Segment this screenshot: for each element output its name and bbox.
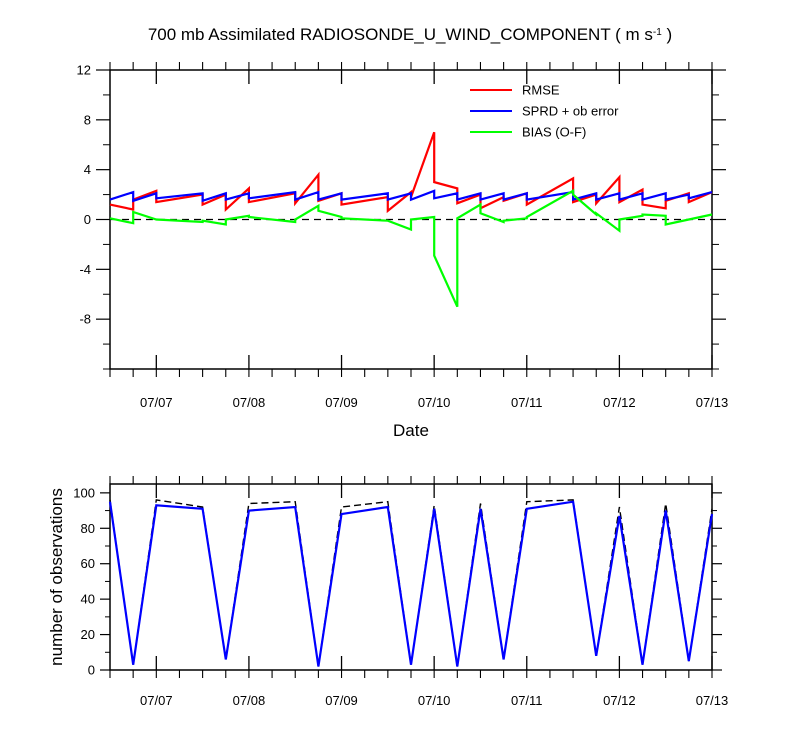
chart-title-sup: -1 <box>653 27 662 38</box>
series-line-1 <box>108 500 714 667</box>
x-tick-label: 07/10 <box>418 395 451 410</box>
y-tick-label: 100 <box>73 485 95 500</box>
series-line-1 <box>109 189 713 203</box>
y-tick-label: 0 <box>88 663 95 678</box>
x-tick-label: 07/10 <box>418 693 451 708</box>
y-tick-label: 60 <box>81 556 95 571</box>
x-axis-title: Date <box>393 421 429 440</box>
series-line-2 <box>109 188 713 308</box>
x-tick-label: 07/12 <box>603 395 636 410</box>
y-tick-label: 80 <box>81 521 95 536</box>
y-tick-label: 8 <box>84 112 91 127</box>
x-tick-label: 07/11 <box>511 693 543 708</box>
x-tick-label: 07/13 <box>696 395 729 410</box>
y-tick-label: 0 <box>84 212 91 227</box>
x-tick-label: 07/12 <box>603 693 636 708</box>
x-tick-label: 07/08 <box>233 395 266 410</box>
x-tick-label: 07/07 <box>140 693 173 708</box>
y-tick-label: -8 <box>79 312 91 327</box>
legend-label-1: SPRD + ob error <box>522 104 619 119</box>
y-tick-label: -4 <box>79 262 91 277</box>
legend-label-2: BIAS (O-F) <box>522 125 586 140</box>
x-tick-label: 07/09 <box>325 395 358 410</box>
x-tick-label: 07/08 <box>233 693 266 708</box>
x-tick-label: 07/09 <box>325 693 358 708</box>
chart-title: 700 mb Assimilated RADIOSONDE_U_WIND_COM… <box>148 25 672 44</box>
y-tick-label: 12 <box>77 63 91 78</box>
x-tick-label: 07/07 <box>140 395 173 410</box>
x-tick-label: 07/13 <box>696 693 729 708</box>
observation-count-panel: 07/07 07/08 07/09 07/10 07/11 07/12 07/13 0 20 40… <box>73 476 728 708</box>
chart-title-close: ) <box>662 25 672 44</box>
y-tick-label: 20 <box>81 627 95 642</box>
legend-label-0: RMSE <box>522 83 560 98</box>
y-tick-label: 4 <box>84 162 91 177</box>
wind-component-panel: 07/07 07/08 07/09 07/10 07/11 07/12 07/13 -8 -4 0… <box>77 62 729 410</box>
chart-title-main: 700 mb Assimilated RADIOSONDE_U_WIND_COM… <box>148 25 653 44</box>
plot-frame <box>109 483 713 671</box>
y-tick-label: 40 <box>81 592 95 607</box>
y-axis-title: number of observations <box>47 488 66 666</box>
x-tick-label: 07/11 <box>511 395 543 410</box>
